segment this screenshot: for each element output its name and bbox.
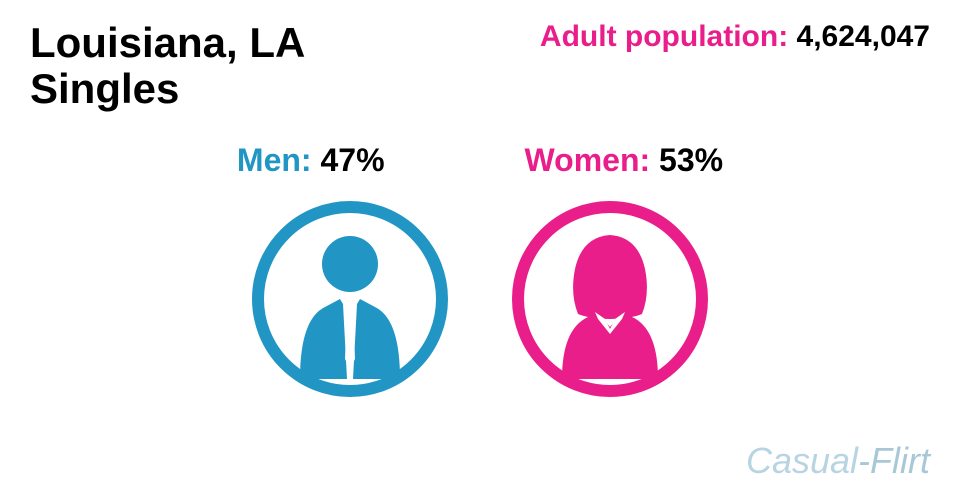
location-subtitle: Singles [30, 66, 305, 112]
woman-body [562, 312, 658, 379]
brand-part1: Casual [746, 440, 858, 481]
men-icon [250, 199, 450, 399]
stats-row: Men: 47% Women: 53% [0, 142, 960, 179]
women-label: Women: [525, 142, 651, 178]
population-stat: Adult population: 4,624,047 [540, 20, 930, 112]
men-value: 47% [320, 142, 384, 178]
location-title: Louisiana, LA Singles [30, 20, 305, 112]
brand-part2: -Flirt [858, 440, 930, 481]
woman-hair [573, 235, 647, 319]
men-stat: Men: 47% [237, 142, 385, 179]
population-label: Adult population: [540, 20, 788, 53]
women-icon [510, 199, 710, 399]
icons-row [0, 199, 960, 399]
women-value: 53% [659, 142, 723, 178]
man-head [322, 236, 378, 292]
women-stat: Women: 53% [525, 142, 724, 179]
woman-silhouette-icon [510, 199, 710, 399]
population-value: 4,624,047 [797, 20, 930, 53]
header-row: Louisiana, LA Singles Adult population: … [0, 0, 960, 112]
location-name: Louisiana, LA [30, 20, 305, 66]
men-label: Men: [237, 142, 312, 178]
man-silhouette-icon [250, 199, 450, 399]
brand-logo: Casual-Flirt [746, 440, 930, 482]
